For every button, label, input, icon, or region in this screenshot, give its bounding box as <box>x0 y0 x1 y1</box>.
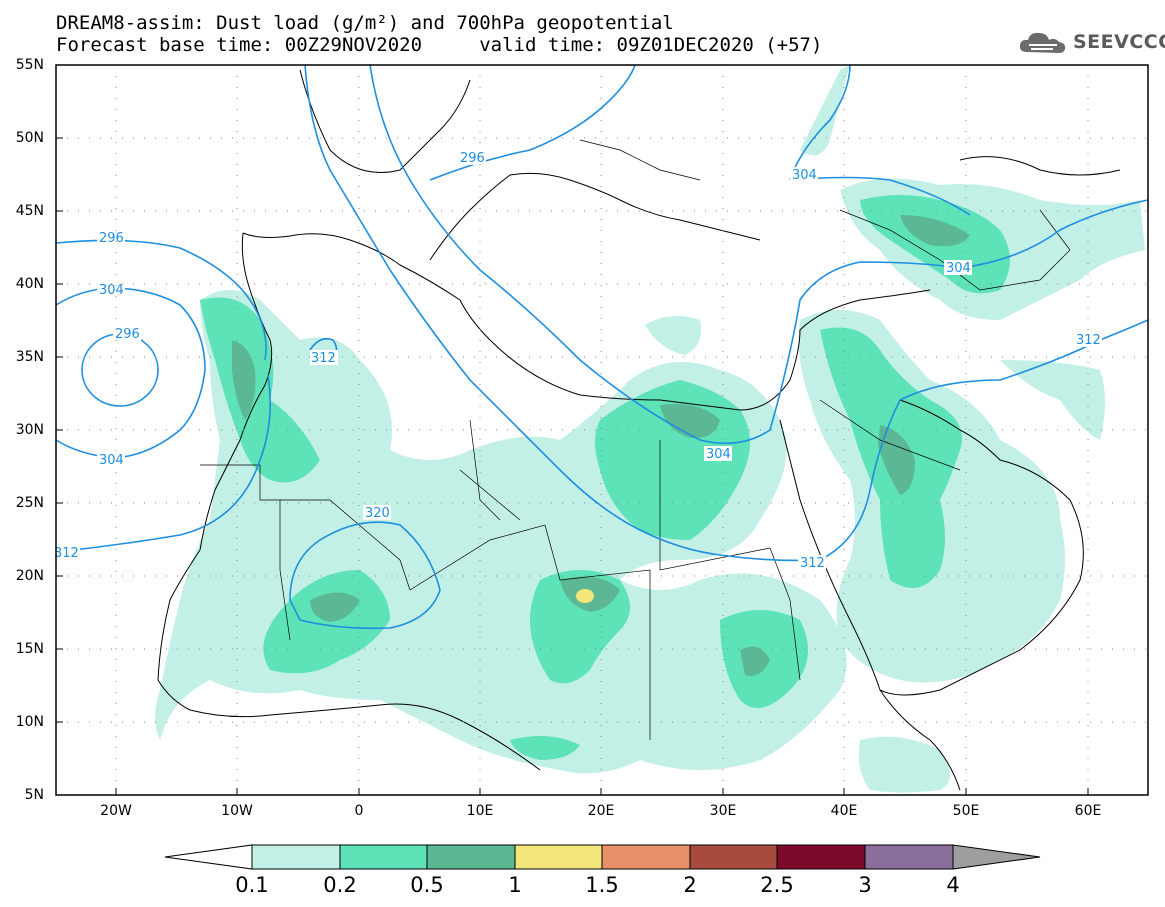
colorbar-label: 2 <box>683 873 697 897</box>
svg-text:312: 312 <box>800 556 825 571</box>
svg-text:296: 296 <box>99 231 124 246</box>
dust-shading <box>155 65 1145 793</box>
map-title: DREAM8-assim: Dust load (g/m²) and 700hP… <box>56 12 674 34</box>
axis-ticks <box>56 64 1089 795</box>
lat-label: 35N <box>15 349 44 365</box>
cloud-icon <box>1019 32 1066 53</box>
svg-text:296: 296 <box>115 327 140 342</box>
lat-label: 15N <box>15 641 44 657</box>
colorbar-label: 0.1 <box>235 873 269 897</box>
seevccc-logo: SEEVCCC <box>1017 28 1165 58</box>
svg-text:296: 296 <box>460 151 485 166</box>
colorbar-label: 4 <box>946 873 960 897</box>
colorbar <box>164 844 1041 870</box>
colorbar-label: 3 <box>858 873 872 897</box>
forecast-time-line: Forecast base time: 00Z29NOV2020 valid t… <box>56 34 823 56</box>
lon-label: 40E <box>830 803 858 819</box>
colorbar-label: 1 <box>508 873 522 897</box>
lon-label: 20E <box>587 803 615 819</box>
lat-label: 20N <box>15 568 44 584</box>
colorbar-label: 0.2 <box>323 873 357 897</box>
lon-label: 20W <box>100 803 132 819</box>
colorbar-upper-arrow <box>952 844 1041 870</box>
lat-label: 50N <box>15 130 44 146</box>
colorbar-bin <box>339 844 428 870</box>
svg-text:312: 312 <box>311 351 336 366</box>
lon-label: 10W <box>221 803 253 819</box>
colorbar-bin <box>514 844 603 870</box>
svg-text:312: 312 <box>54 546 79 561</box>
lat-label: 55N <box>15 57 44 73</box>
colorbar-bin <box>776 844 866 870</box>
svg-text:304: 304 <box>946 261 971 276</box>
contour-label-backgrounds <box>52 150 1102 570</box>
lon-label: 0 <box>354 803 364 819</box>
lon-label: 60E <box>1074 803 1102 819</box>
svg-text:304: 304 <box>706 447 731 462</box>
colorbar-bin <box>251 844 341 870</box>
lat-label: 45N <box>15 203 44 219</box>
lon-label: 30E <box>709 803 737 819</box>
colorbar-lower-arrow <box>164 844 253 870</box>
lat-label: 10N <box>15 714 44 730</box>
colorbar-label: 0.5 <box>410 873 444 897</box>
svg-text:320: 320 <box>365 506 390 521</box>
svg-text:304: 304 <box>99 283 124 298</box>
colorbar-label: 2.5 <box>760 873 794 897</box>
colorbar-bin <box>426 844 516 870</box>
logo-text: SEEVCCC <box>1073 31 1165 53</box>
lat-label: 30N <box>15 422 44 438</box>
country-borders <box>200 139 1071 740</box>
colorbar-bin <box>689 844 778 870</box>
colorbar-bin <box>864 844 954 870</box>
svg-text:304: 304 <box>99 453 124 468</box>
colorbar-bin <box>601 844 691 870</box>
grid-dots <box>56 65 1148 795</box>
svg-text:304: 304 <box>792 168 817 183</box>
lat-label: 5N <box>24 787 44 803</box>
lat-label: 25N <box>15 495 44 511</box>
colorbar-label: 1.5 <box>585 873 619 897</box>
lat-label: 40N <box>15 276 44 292</box>
lon-label: 50E <box>952 803 980 819</box>
lon-label: 10E <box>466 803 494 819</box>
